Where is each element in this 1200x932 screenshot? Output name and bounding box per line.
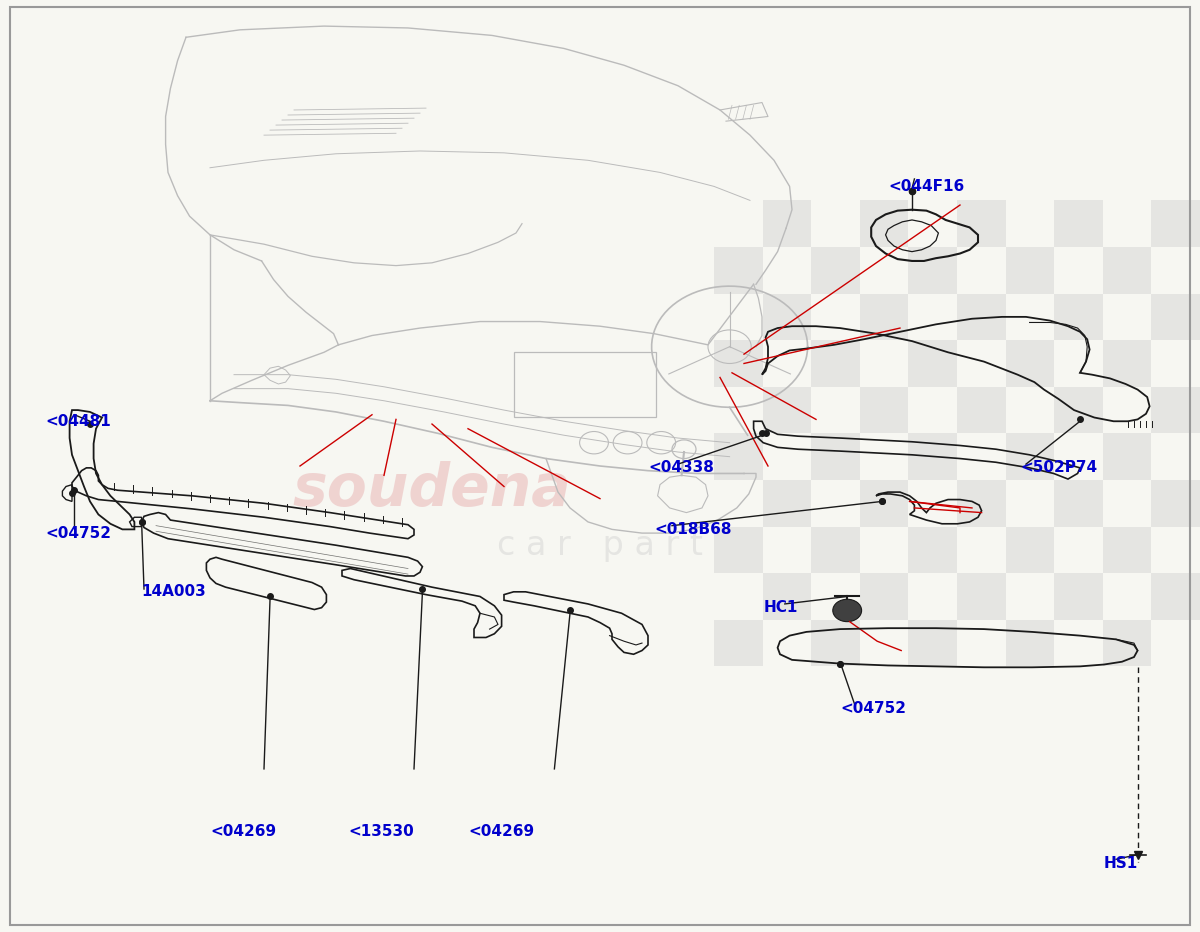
Text: <044F16: <044F16 [888, 179, 965, 194]
Bar [1152, 294, 1200, 340]
Bar [1152, 200, 1200, 247]
Bar [763, 480, 811, 527]
Bar [908, 340, 958, 387]
Text: <04481: <04481 [46, 414, 112, 429]
Bar [1055, 480, 1103, 527]
Bar [1055, 200, 1103, 247]
Bar [1152, 573, 1200, 620]
Bar [908, 247, 958, 294]
Bar [958, 294, 1006, 340]
Bar [1152, 480, 1200, 527]
Bar [860, 200, 908, 247]
Bar [1152, 387, 1200, 433]
Bar [714, 247, 763, 294]
Bar [763, 387, 811, 433]
Bar [860, 480, 908, 527]
Bar [860, 387, 908, 433]
Bar [908, 620, 958, 666]
Bar [811, 340, 859, 387]
Circle shape [833, 599, 862, 622]
Bar [811, 433, 859, 480]
Bar [811, 247, 859, 294]
Bar [763, 573, 811, 620]
Bar [1055, 387, 1103, 433]
Text: 14A003: 14A003 [142, 584, 206, 599]
Bar [1055, 573, 1103, 620]
Text: c a r   p a r t: c a r p a r t [497, 528, 703, 562]
Bar [714, 340, 763, 387]
Text: <502P74: <502P74 [1020, 460, 1097, 475]
Bar [958, 480, 1006, 527]
Text: <04752: <04752 [840, 701, 906, 716]
Bar [1006, 247, 1054, 294]
Bar [714, 527, 763, 573]
Bar [1103, 527, 1151, 573]
Bar [811, 620, 859, 666]
Bar [958, 573, 1006, 620]
Bar [1006, 527, 1054, 573]
Bar [860, 573, 908, 620]
Bar [811, 527, 859, 573]
Bar [958, 200, 1006, 247]
Bar [1055, 294, 1103, 340]
Bar [908, 527, 958, 573]
Bar [714, 433, 763, 480]
Bar [1103, 620, 1151, 666]
Bar [1103, 340, 1151, 387]
Text: <13530: <13530 [348, 824, 414, 839]
Text: <04338: <04338 [648, 460, 714, 475]
Bar [1103, 247, 1151, 294]
Text: HC1: HC1 [763, 600, 798, 615]
Bar [763, 200, 811, 247]
Bar [958, 387, 1006, 433]
Text: <04269: <04269 [210, 824, 276, 839]
Text: HS1: HS1 [1104, 857, 1139, 871]
Text: soudena: soudena [293, 460, 571, 518]
Text: <04269: <04269 [468, 824, 534, 839]
Bar [714, 620, 763, 666]
Bar [1103, 433, 1151, 480]
Bar [1006, 620, 1054, 666]
Bar [908, 433, 958, 480]
Text: <018B68: <018B68 [654, 522, 732, 537]
Bar [860, 294, 908, 340]
Text: <04752: <04752 [46, 526, 112, 541]
Bar [763, 294, 811, 340]
Bar [1006, 340, 1054, 387]
Bar [1006, 433, 1054, 480]
